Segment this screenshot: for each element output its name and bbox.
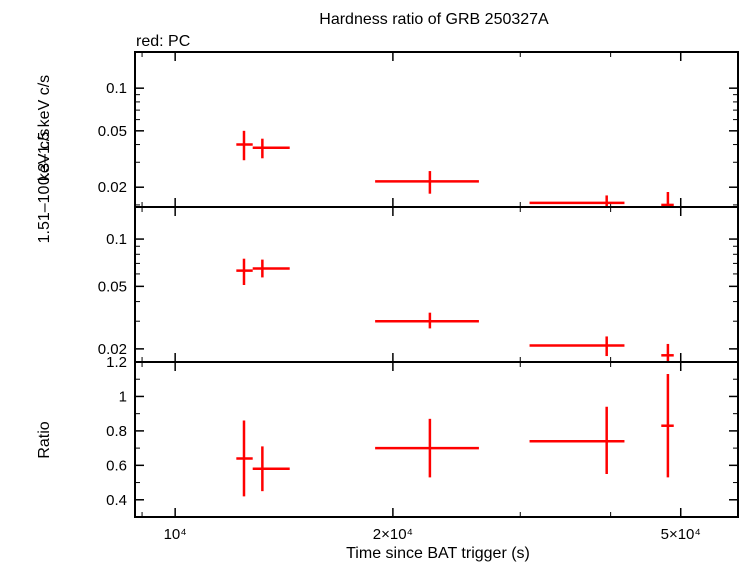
- data-point: [529, 406, 625, 474]
- data-point: [236, 130, 253, 161]
- data-point: [375, 418, 479, 478]
- y-axis-label: Ratio: [36, 421, 53, 458]
- y-tick-label: 0.02: [98, 179, 127, 196]
- x-tick-label: 5×10⁴: [661, 526, 701, 543]
- data-point: [375, 312, 479, 329]
- panel-frame: [134, 361, 739, 518]
- panel-frame: [134, 206, 739, 363]
- data-point: [252, 259, 290, 278]
- data-point: [252, 446, 290, 492]
- x-tick-label: 2×10⁴: [373, 526, 413, 543]
- panel-middle: 0.3–1.5 keV c/s 0.1 0.05 0.02: [36, 75, 739, 363]
- chart-title: Hardness ratio of GRB 250327A: [319, 11, 549, 28]
- data-point: [661, 374, 674, 478]
- y-tick-label: 0.02: [98, 341, 127, 358]
- chart-subtitle: red: PC: [136, 33, 190, 50]
- x-axis-label: Time since BAT trigger (s): [346, 545, 530, 562]
- y-tick-label: 0.05: [98, 123, 127, 140]
- data-point: [529, 195, 625, 207]
- data-series: [236, 374, 674, 497]
- panel-top: 1.51–10 keV c/s 0.1 0.05 0.02: [36, 51, 739, 244]
- y-tick-label: 0.1: [106, 80, 127, 97]
- panel-bottom: Ratio 1.2 1 0.8 0.6 0.4 10⁴ 2×10⁴ 5×10⁴: [36, 354, 739, 543]
- data-series: [236, 130, 674, 207]
- y-axis-label: 1.51–10 keV c/s: [36, 129, 53, 244]
- plot-panels: 1.51–10 keV c/s0.10.050.020.3–1.5 keV c/…: [36, 51, 739, 543]
- data-point: [236, 258, 253, 286]
- data-point: [661, 192, 674, 207]
- data-point: [252, 138, 290, 159]
- panel-frame: [134, 51, 739, 208]
- y-tick-label: 0.8: [106, 423, 127, 440]
- y-tick-label: 0.6: [106, 457, 127, 474]
- y-tick-label: 0.05: [98, 278, 127, 295]
- y-axis-label: 0.3–1.5 keV c/s: [36, 75, 53, 185]
- y-tick-label: 1.2: [106, 354, 127, 371]
- data-point: [375, 171, 479, 194]
- data-series: [236, 258, 674, 362]
- data-point: [236, 420, 253, 497]
- data-point: [529, 336, 625, 357]
- y-tick-label: 0.4: [106, 492, 127, 509]
- y-tick-label: 0.1: [106, 231, 127, 248]
- data-point: [661, 343, 674, 362]
- x-tick-label: 10⁴: [164, 526, 187, 543]
- y-tick-label: 1: [119, 388, 127, 405]
